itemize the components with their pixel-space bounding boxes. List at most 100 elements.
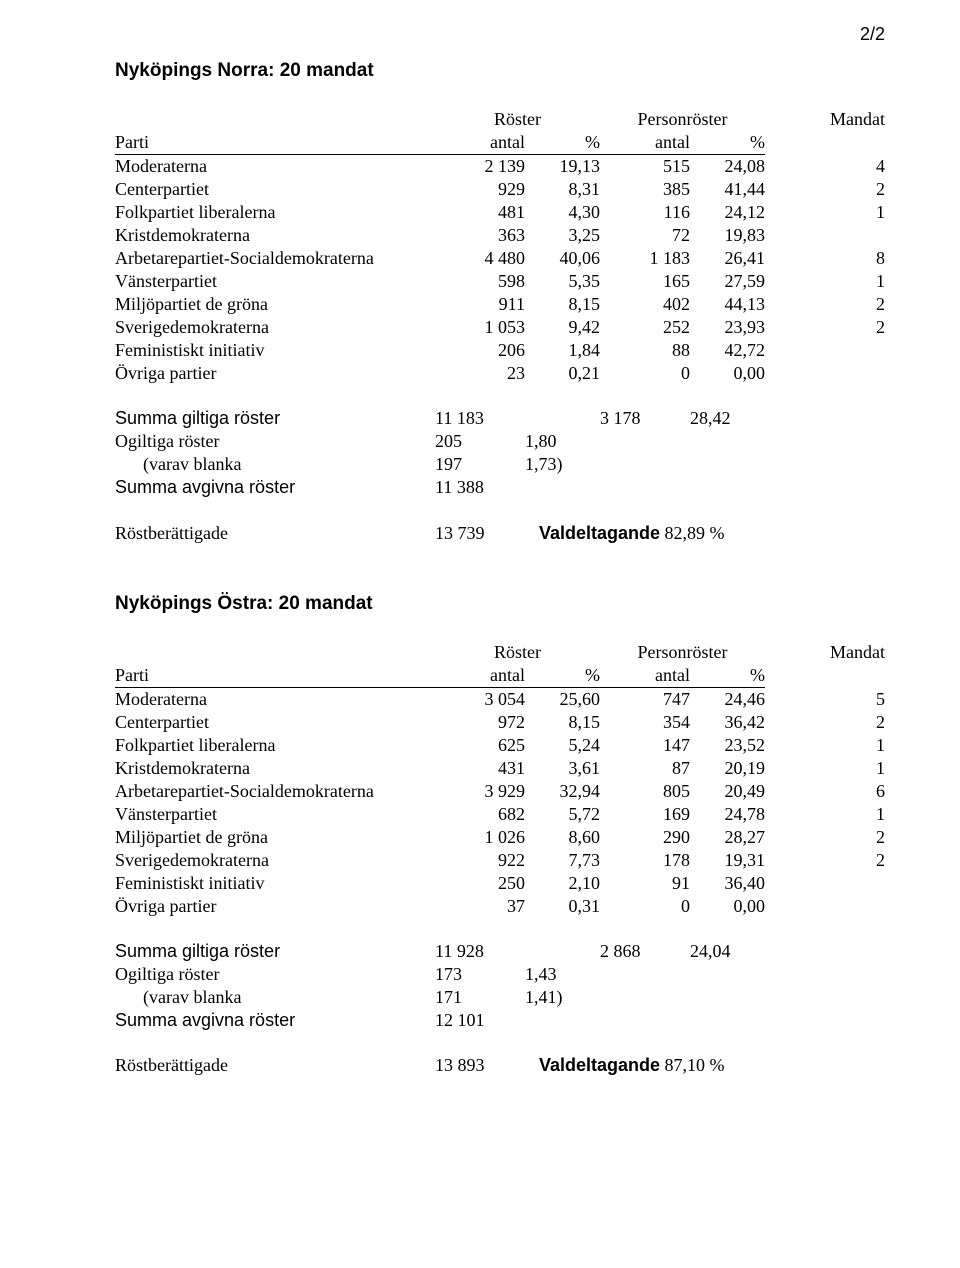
rostberattigade-ra: 13 739 — [435, 522, 525, 545]
mandat-cell: 1 — [765, 803, 885, 826]
person-antal-cell: 147 — [600, 734, 690, 757]
rostberattigade-label: Röstberättigade — [115, 522, 435, 545]
hdr-roster: Röster — [435, 108, 600, 131]
ogiltiga-ra: 205 — [435, 430, 525, 453]
party-cell: Arbetarepartiet-Socialdemokraterna — [115, 780, 435, 803]
summa-giltiga-label: Summa giltiga röster — [115, 940, 435, 963]
party-cell: Folkpartiet liberalerna — [115, 201, 435, 224]
table-header-row-2: Parti antal % antal % — [115, 131, 885, 155]
roster-antal-cell: 4 480 — [435, 247, 525, 270]
roster-pct-cell: 3,25 — [525, 224, 600, 247]
person-antal-cell: 290 — [600, 826, 690, 849]
summa-giltiga-pa: 3 178 — [600, 407, 690, 430]
party-cell: Kristdemokraterna — [115, 224, 435, 247]
roster-pct-cell: 8,31 — [525, 178, 600, 201]
summa-giltiga-row: Summa giltiga röster 11 928 2 868 24,04 — [115, 940, 885, 963]
party-cell: Feministiskt initiativ — [115, 872, 435, 895]
section-title-1: Nyköpings Östra: 20 mandat — [115, 593, 885, 615]
party-cell: Sverigedemokraterna — [115, 849, 435, 872]
table-row: Miljöpartiet de gröna1 0268,6029028,272 — [115, 826, 885, 849]
table-header-row-1: Röster Personröster Mandat — [115, 641, 885, 664]
party-cell: Centerpartiet — [115, 711, 435, 734]
party-cell: Kristdemokraterna — [115, 757, 435, 780]
roster-antal-cell: 2 139 — [435, 155, 525, 179]
person-pct-cell: 41,44 — [690, 178, 765, 201]
summa-avgivna-label: Summa avgivna röster — [115, 1009, 435, 1032]
person-pct-cell: 0,00 — [690, 362, 765, 385]
table-norra: Röster Personröster Mandat Parti antal %… — [115, 108, 885, 545]
rostberattigade-label: Röstberättigade — [115, 1054, 435, 1077]
table-row: Arbetarepartiet-Socialdemokraterna3 9293… — [115, 780, 885, 803]
mandat-cell: 1 — [765, 201, 885, 224]
table-row: Folkpartiet liberalerna6255,2414723,521 — [115, 734, 885, 757]
summa-avgivna-ra: 11 388 — [435, 476, 525, 499]
ogiltiga-row: Ogiltiga röster 173 1,43 — [115, 963, 885, 986]
summa-avgivna-label: Summa avgivna röster — [115, 476, 435, 499]
person-antal-cell: 1 183 — [600, 247, 690, 270]
mandat-cell: 1 — [765, 734, 885, 757]
summa-giltiga-ra: 11 183 — [435, 407, 525, 430]
table-row: Vänsterpartiet5985,3516527,591 — [115, 270, 885, 293]
ogiltiga-label: Ogiltiga röster — [115, 430, 435, 453]
person-pct-cell: 23,52 — [690, 734, 765, 757]
roster-antal-cell: 929 — [435, 178, 525, 201]
table-row: Feministiskt initiativ2502,109136,40 — [115, 872, 885, 895]
mandat-cell: 2 — [765, 178, 885, 201]
table-row: Moderaterna3 05425,6074724,465 — [115, 687, 885, 711]
roster-antal-cell: 206 — [435, 339, 525, 362]
person-pct-cell: 28,27 — [690, 826, 765, 849]
person-pct-cell: 42,72 — [690, 339, 765, 362]
roster-pct-cell: 40,06 — [525, 247, 600, 270]
hdr-parti: Parti — [115, 131, 435, 155]
person-pct-cell: 0,00 — [690, 895, 765, 918]
person-pct-cell: 26,41 — [690, 247, 765, 270]
hdr-pct-1: % — [525, 664, 600, 688]
roster-pct-cell: 32,94 — [525, 780, 600, 803]
roster-pct-cell: 8,60 — [525, 826, 600, 849]
hdr-personroster: Personröster — [600, 108, 765, 131]
person-pct-cell: 24,46 — [690, 687, 765, 711]
person-antal-cell: 178 — [600, 849, 690, 872]
roster-pct-cell: 8,15 — [525, 711, 600, 734]
ogiltiga-row: Ogiltiga röster 205 1,80 — [115, 430, 885, 453]
roster-pct-cell: 5,35 — [525, 270, 600, 293]
roster-antal-cell: 922 — [435, 849, 525, 872]
table-row: Moderaterna2 13919,1351524,084 — [115, 155, 885, 179]
party-cell: Sverigedemokraterna — [115, 316, 435, 339]
valdeltagande-cell: Valdeltagande 87,10 % — [525, 1054, 885, 1077]
mandat-cell — [765, 362, 885, 385]
roster-pct-cell: 8,15 — [525, 293, 600, 316]
person-antal-cell: 72 — [600, 224, 690, 247]
table-row: Vänsterpartiet6825,7216924,781 — [115, 803, 885, 826]
table-row: Sverigedemokraterna1 0539,4225223,932 — [115, 316, 885, 339]
party-cell: Folkpartiet liberalerna — [115, 734, 435, 757]
mandat-cell: 2 — [765, 316, 885, 339]
summa-giltiga-row: Summa giltiga röster 11 183 3 178 28,42 — [115, 407, 885, 430]
blanka-ra: 171 — [435, 986, 525, 1009]
person-pct-cell: 24,08 — [690, 155, 765, 179]
hdr-antal-1: antal — [435, 131, 525, 155]
party-cell: Övriga partier — [115, 362, 435, 385]
roster-antal-cell: 911 — [435, 293, 525, 316]
blanka-row: (varav blanka 197 1,73) — [115, 453, 885, 476]
table-row: Arbetarepartiet-Socialdemokraterna4 4804… — [115, 247, 885, 270]
summa-giltiga-ra: 11 928 — [435, 940, 525, 963]
table-row: Övriga partier230,2100,00 — [115, 362, 885, 385]
rostberattigade-row: Röstberättigade 13 893 Valdeltagande 87,… — [115, 1054, 885, 1077]
roster-pct-cell: 3,61 — [525, 757, 600, 780]
person-pct-cell: 20,19 — [690, 757, 765, 780]
mandat-cell: 8 — [765, 247, 885, 270]
party-cell: Miljöpartiet de gröna — [115, 826, 435, 849]
roster-antal-cell: 3 054 — [435, 687, 525, 711]
roster-antal-cell: 363 — [435, 224, 525, 247]
roster-pct-cell: 9,42 — [525, 316, 600, 339]
hdr-mandat: Mandat — [765, 108, 885, 131]
roster-pct-cell: 5,72 — [525, 803, 600, 826]
party-cell: Övriga partier — [115, 895, 435, 918]
roster-pct-cell: 0,21 — [525, 362, 600, 385]
summa-giltiga-pa: 2 868 — [600, 940, 690, 963]
table-row: Centerpartiet9728,1535436,422 — [115, 711, 885, 734]
summa-giltiga-pp: 28,42 — [690, 407, 765, 430]
roster-pct-cell: 7,73 — [525, 849, 600, 872]
party-cell: Arbetarepartiet-Socialdemokraterna — [115, 247, 435, 270]
